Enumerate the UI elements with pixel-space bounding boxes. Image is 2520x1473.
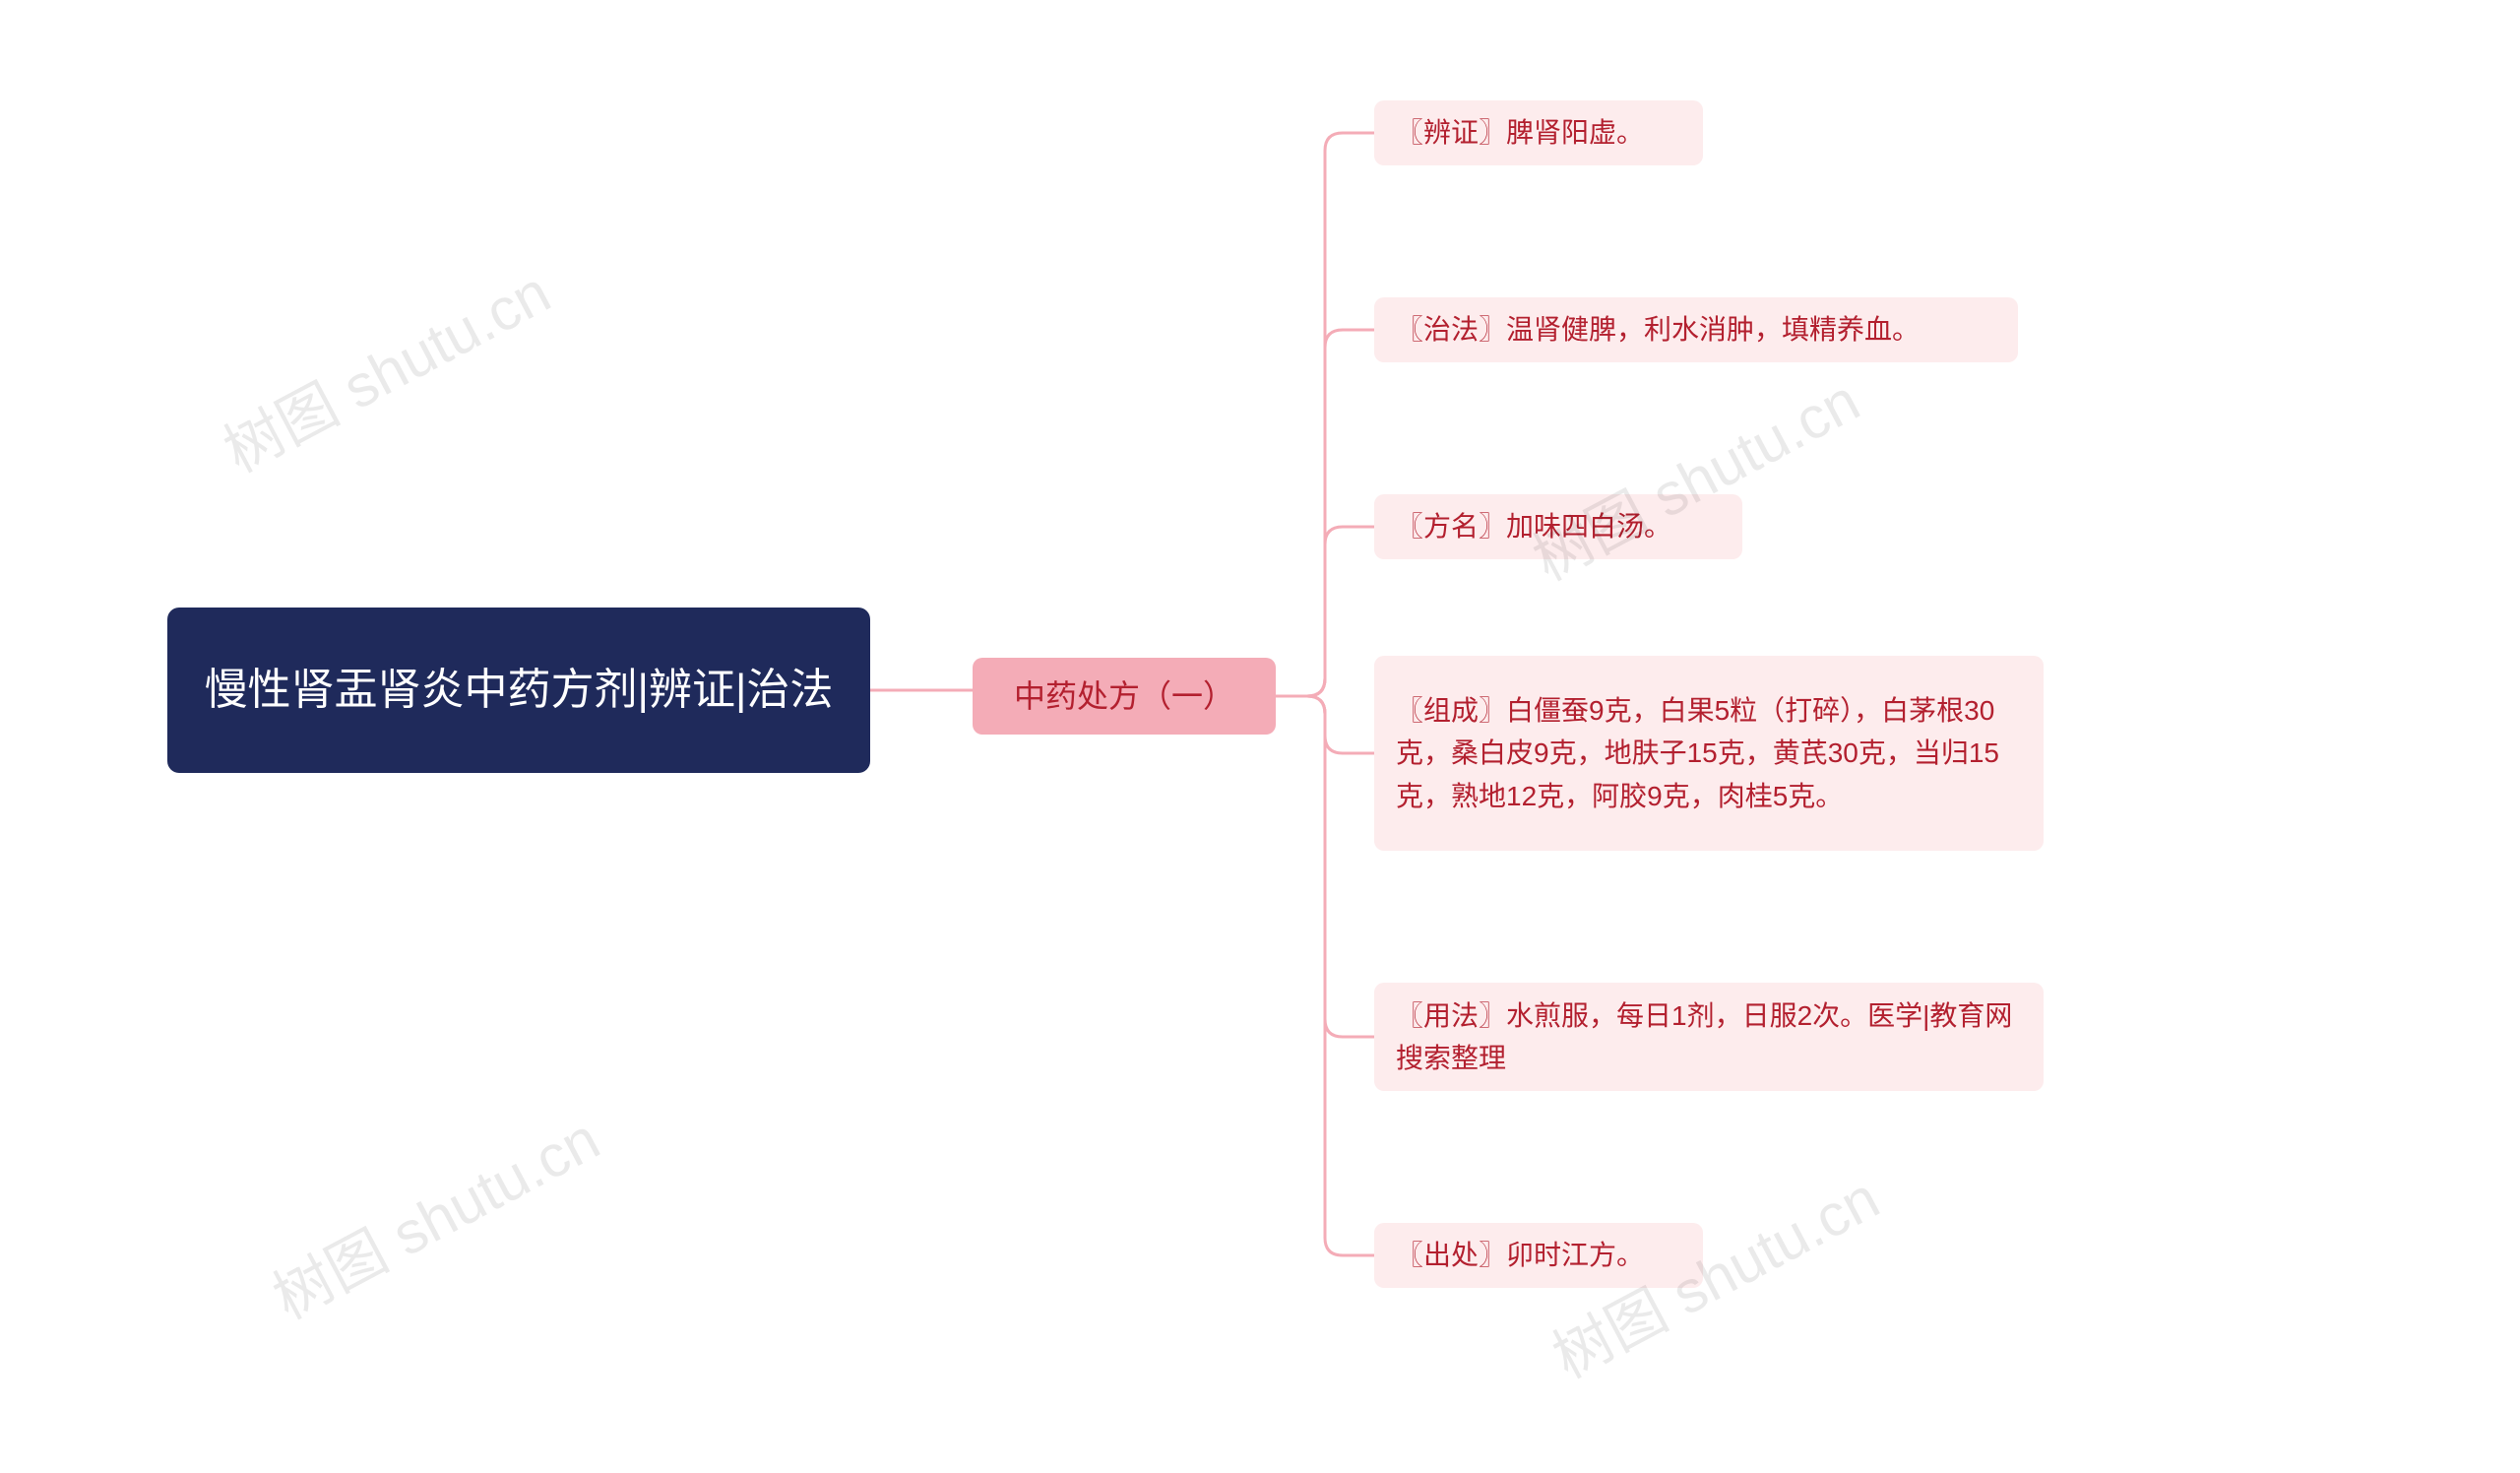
watermark-text: 树图 shutu.cn	[256, 1092, 612, 1335]
branch-label: 中药处方（一）	[1014, 672, 1234, 720]
leaf-label: 〖用法〗水煎服，每日1剂，日服2次。医学|教育网搜索整理	[1396, 994, 2022, 1080]
leaf-node: 〖用法〗水煎服，每日1剂，日服2次。医学|教育网搜索整理	[1374, 983, 2044, 1091]
leaf-node: 〖治法〗温肾健脾，利水消肿，填精养血。	[1374, 297, 2018, 362]
root-node: 慢性肾盂肾炎中药方剂|辨证|治法	[167, 608, 870, 773]
leaf-label: 〖方名〗加味四白汤。	[1396, 505, 1671, 547]
leaf-label: 〖辨证〗脾肾阳虚。	[1396, 111, 1644, 154]
branch-node: 中药处方（一）	[973, 658, 1276, 735]
leaf-node: 〖方名〗加味四白汤。	[1374, 494, 1742, 559]
watermark-text: 树图 shutu.cn	[1516, 353, 1872, 597]
watermark-text: 树图 shutu.cn	[207, 245, 563, 488]
mindmap-canvas: 慢性肾盂肾炎中药方剂|辨证|治法 中药处方（一） 〖辨证〗脾肾阳虚。〖治法〗温肾…	[0, 0, 2520, 1473]
root-label: 慢性肾盂肾炎中药方剂|辨证|治法	[205, 658, 834, 723]
leaf-label: 〖出处〗卯时江方。	[1396, 1234, 1644, 1276]
leaf-label: 〖治法〗温肾健脾，利水消肿，填精养血。	[1396, 308, 1920, 351]
leaf-node: 〖辨证〗脾肾阳虚。	[1374, 100, 1703, 165]
leaf-node: 〖组成〗白僵蚕9克，白果5粒（打碎），白茅根30克，桑白皮9克，地肤子15克，黄…	[1374, 656, 2044, 851]
leaf-label: 〖组成〗白僵蚕9克，白果5粒（打碎），白茅根30克，桑白皮9克，地肤子15克，黄…	[1396, 689, 2022, 817]
leaf-node: 〖出处〗卯时江方。	[1374, 1223, 1703, 1288]
